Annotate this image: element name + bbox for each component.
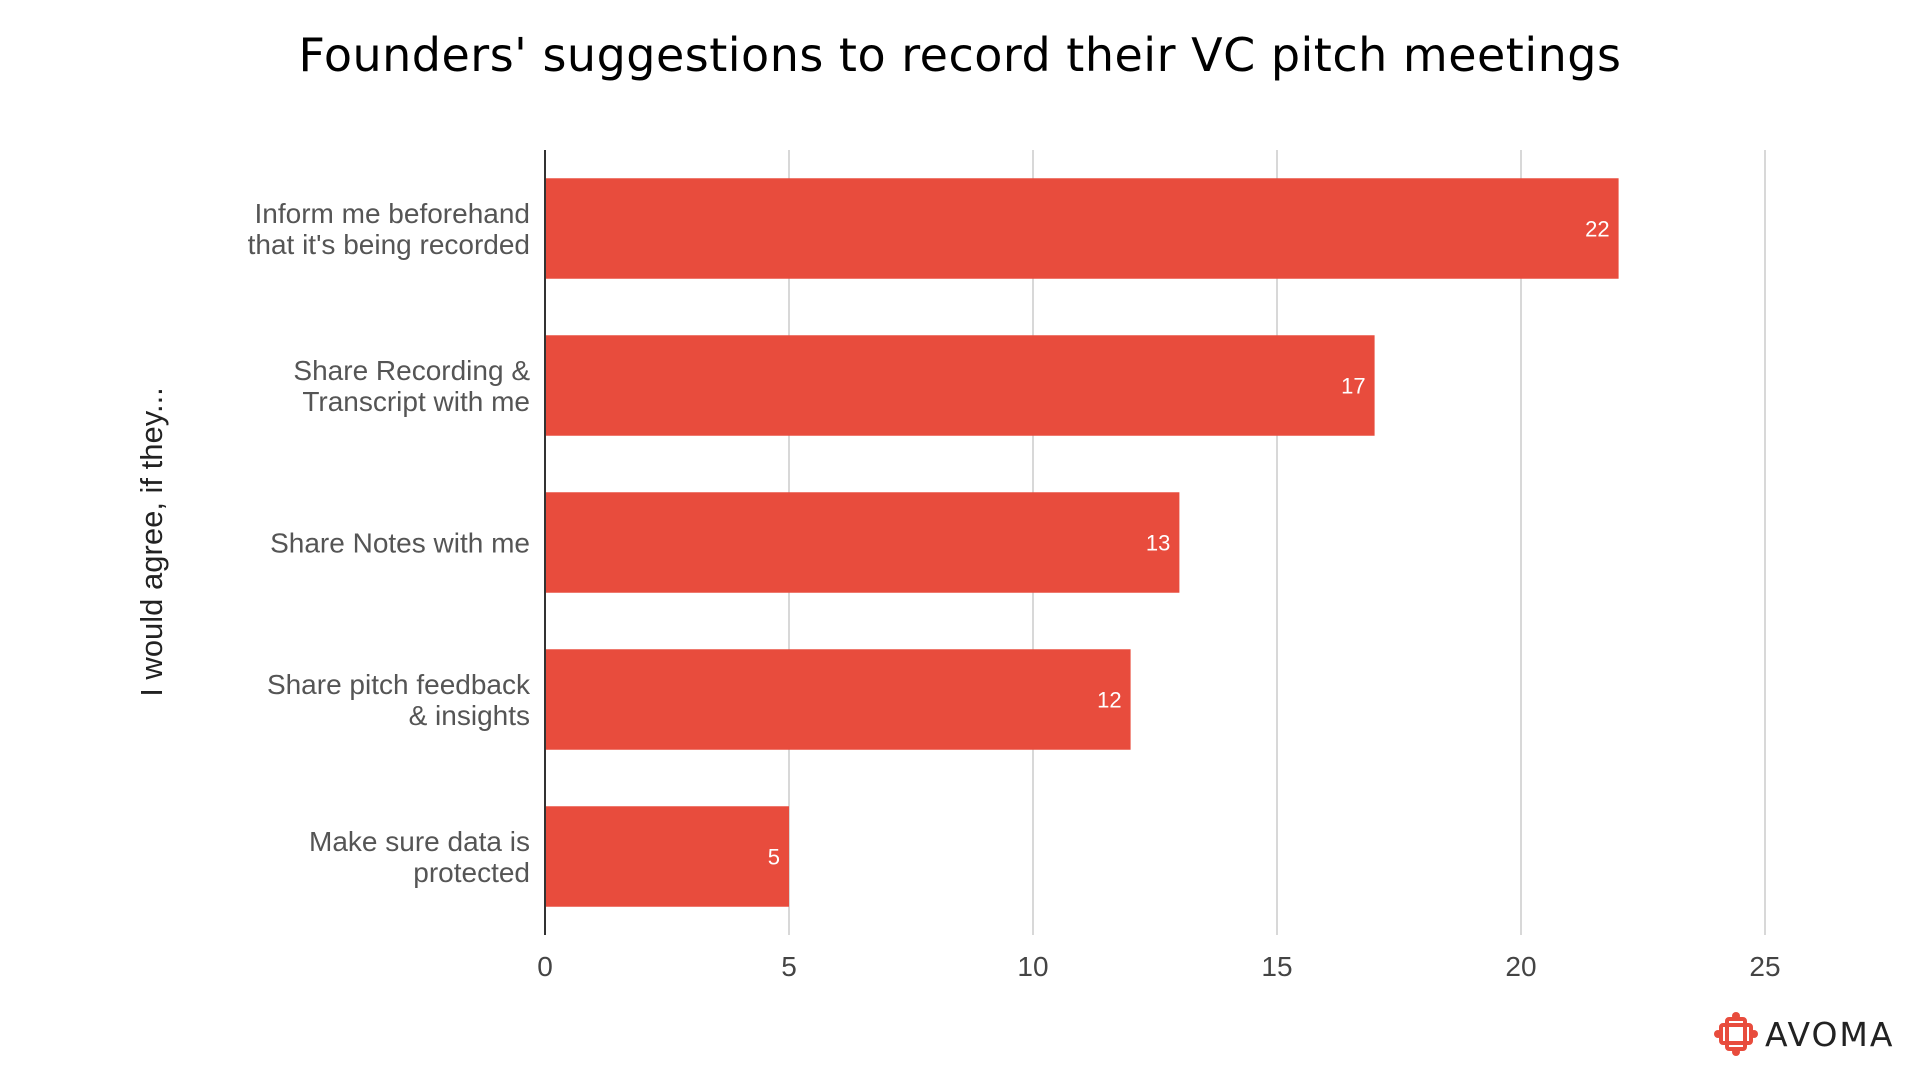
x-tick-label: 0 [537, 951, 553, 982]
category-label: that it's being recorded [248, 229, 530, 260]
x-tick-label: 5 [781, 951, 797, 982]
category-label: Share Notes with me [270, 528, 530, 559]
bar-value-label: 17 [1341, 374, 1365, 399]
bar-value-label: 22 [1585, 217, 1609, 242]
x-axis-ticks: 0 5 10 15 20 25 [537, 951, 1780, 982]
bar [545, 335, 1375, 436]
bar [545, 649, 1131, 750]
chart-title: Founders' suggestions to record their VC… [298, 28, 1622, 82]
category-label: Inform me beforehand [255, 198, 531, 229]
y-axis-title: I would agree, if they... [134, 387, 169, 697]
category-label: Transcript with me [302, 386, 530, 417]
bars: 22 17 13 12 5 [545, 178, 1619, 907]
bar-value-label: 13 [1146, 531, 1170, 556]
bar [545, 178, 1619, 279]
bar [545, 492, 1180, 593]
category-label: protected [413, 857, 530, 888]
bar-value-label: 12 [1097, 688, 1121, 713]
avoma-logo: AVOMA [1712, 1008, 1894, 1060]
avoma-logo-icon [1714, 1012, 1758, 1056]
x-tick-label: 15 [1261, 951, 1292, 982]
category-label: & insights [409, 700, 530, 731]
x-tick-label: 20 [1505, 951, 1536, 982]
category-label: Make sure data is [309, 826, 530, 857]
x-tick-label: 25 [1749, 951, 1780, 982]
category-label: Share Recording & [293, 355, 530, 386]
bar-value-label: 5 [768, 845, 780, 870]
avoma-logo-text: AVOMA [1765, 1014, 1895, 1054]
x-tick-label: 10 [1017, 951, 1048, 982]
category-label: Share pitch feedback [267, 669, 531, 700]
bar [545, 806, 789, 907]
